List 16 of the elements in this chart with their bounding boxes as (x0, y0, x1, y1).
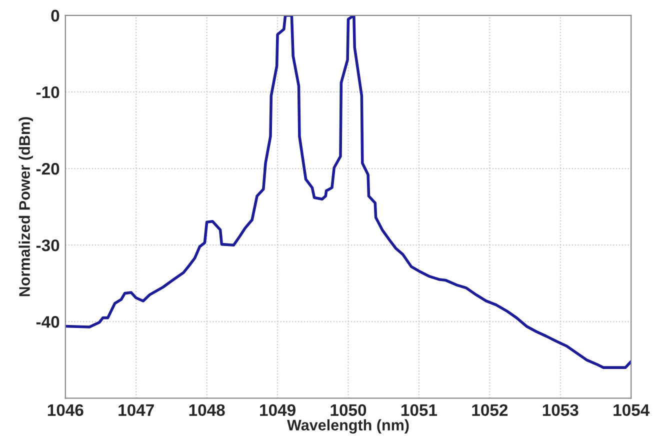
x-tick-label: 1048 (189, 404, 225, 416)
y-tick-label: -20 (36, 162, 60, 175)
y-tick-label: 0 (51, 10, 60, 22)
y-tick-label: -40 (36, 316, 60, 328)
x-tick-label: 1049 (260, 404, 296, 416)
x-tick-label: 1054 (614, 404, 650, 416)
y-tick-label: -30 (36, 239, 60, 252)
x-tick-label: 1053 (542, 404, 578, 416)
x-axis-title: Wavelength (nm) (287, 419, 409, 434)
x-tick-label: 1046 (48, 404, 84, 416)
y-tick-label: -10 (36, 86, 60, 98)
x-tick-label: 1050 (330, 404, 366, 416)
x-tick-label: 1052 (472, 404, 508, 416)
y-axis-title: Normalized Power (dBm) (18, 117, 33, 296)
x-tick-label: 1047 (118, 404, 154, 416)
x-tick-label: 1051 (401, 404, 438, 416)
